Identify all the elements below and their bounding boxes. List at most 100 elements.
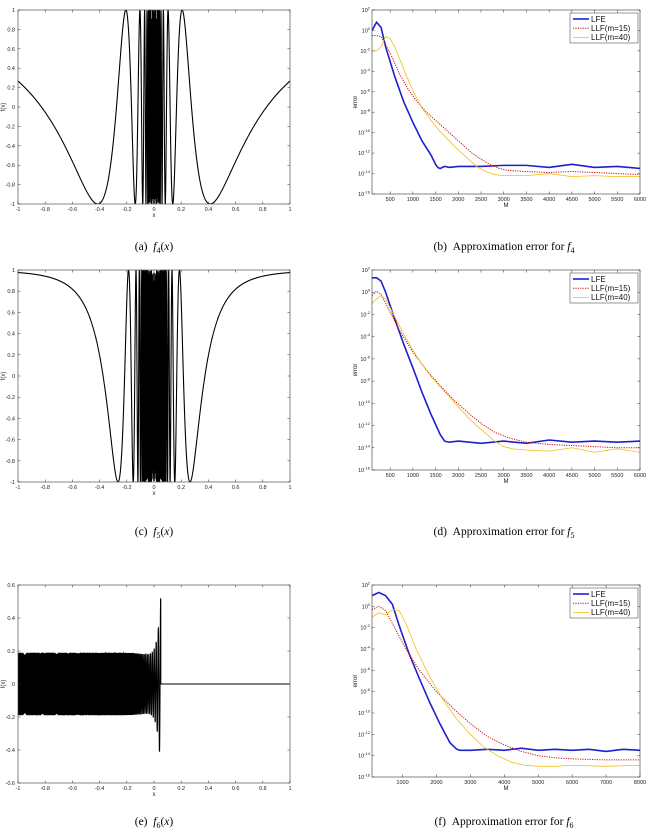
y-tick-label: 0.6: [7, 47, 15, 53]
series-line-f-0: [372, 591, 640, 753]
x-tick-label: 0.2: [177, 485, 185, 491]
x-tick-label: 3000: [464, 780, 476, 786]
y-tick-label: -0.8: [6, 459, 15, 465]
x-tick-label: 0: [152, 485, 155, 491]
y-tick-label: -0.4: [6, 144, 15, 150]
y-tick-label: -1: [10, 480, 15, 486]
x-tick-label: 1000: [407, 197, 419, 203]
y-tick-label: 0.4: [7, 616, 15, 622]
x-tick-label: 500: [386, 197, 395, 203]
x-tick-label: -1: [16, 207, 21, 213]
series-line-d-2: [372, 295, 640, 453]
y-tick-label: -0.6: [6, 438, 15, 444]
y-axis-label: error: [353, 96, 359, 109]
x-tick-label: -1: [16, 485, 21, 491]
x-tick-label: 0: [152, 207, 155, 213]
function-curve-c: [18, 270, 290, 482]
function-curve-e: [18, 598, 290, 752]
x-tick-label: 0.6: [232, 485, 240, 491]
legend-label: LLF(m=40): [591, 608, 631, 617]
y-tick-label: -0.4: [6, 748, 15, 754]
x-tick-label: 3500: [520, 197, 532, 203]
y-tick-label: 10-4: [360, 332, 370, 341]
x-tick-label: 1000: [407, 473, 419, 479]
y-tick-label: -0.4: [6, 416, 15, 422]
y-tick-label: -0.6: [6, 781, 15, 787]
series-line-b-0: [372, 20, 640, 170]
x-tick-label: 5000: [588, 197, 600, 203]
y-axis-label: error: [353, 364, 359, 377]
x-tick-label: -0.6: [68, 485, 77, 491]
y-axis-label: f(x): [1, 680, 7, 689]
panel-caption: (f) Approximation error for f6: [434, 816, 573, 830]
plot-frame: [371, 9, 641, 195]
x-tick-label: 3000: [498, 473, 510, 479]
y-axis-label: f(x): [1, 103, 7, 112]
x-tick-label: 5500: [611, 473, 623, 479]
x-axis-label: M: [504, 203, 509, 209]
y-tick-label: 10-12: [358, 421, 371, 430]
y-tick-label: 10-12: [358, 730, 371, 739]
panel-caption: (d) Approximation error for f5: [433, 526, 574, 540]
x-tick-label: 1: [288, 786, 291, 792]
y-tick-label: 100: [362, 26, 371, 35]
y-axis-label: f(x): [1, 372, 7, 381]
plot-frame: [371, 584, 641, 778]
y-tick-label: 10-10: [358, 128, 371, 137]
x-tick-label: 4500: [566, 473, 578, 479]
x-tick-label: 6000: [566, 780, 578, 786]
x-axis-label: x: [153, 491, 156, 497]
y-tick-label: 0.2: [7, 86, 15, 92]
y-tick-label: 10-14: [358, 443, 371, 452]
y-tick-label: 10-8: [360, 687, 370, 696]
x-axis-label: x: [153, 792, 156, 798]
y-tick-label: -0.2: [6, 715, 15, 721]
plot-frame: [371, 269, 641, 471]
x-tick-label: -0.4: [95, 786, 104, 792]
y-tick-label: 1: [12, 8, 15, 14]
y-tick-label: 10-4: [360, 645, 370, 654]
x-tick-label: -0.2: [122, 786, 131, 792]
chart-panel-d: 500 1000 1500 2000 2500 3000 3500 4000 4500 5000 5…: [353, 266, 646, 541]
y-tick-label: 10-6: [360, 666, 370, 675]
y-tick-label: 10-16: [358, 773, 371, 782]
x-tick-label: 1000: [396, 780, 408, 786]
y-tick-label: 0.2: [7, 353, 15, 359]
x-axis-label: x: [153, 213, 156, 219]
y-tick-label: -0.6: [6, 163, 15, 169]
y-tick-label: -1: [10, 202, 15, 208]
x-tick-label: 4500: [566, 197, 578, 203]
x-tick-label: 500: [386, 473, 395, 479]
x-tick-label: -0.8: [40, 485, 49, 491]
x-tick-label: 1500: [429, 473, 441, 479]
x-tick-label: 3500: [520, 473, 532, 479]
x-tick-label: 0.4: [205, 786, 213, 792]
y-tick-label: 10-2: [360, 623, 370, 632]
y-tick-label: 10-10: [358, 399, 371, 408]
x-tick-label: -0.8: [40, 786, 49, 792]
x-tick-label: 4000: [543, 197, 555, 203]
panel-caption: (a) f4(x): [135, 241, 174, 255]
x-tick-label: -0.8: [40, 207, 49, 213]
x-tick-label: 0.2: [177, 207, 185, 213]
y-tick-label: 10-8: [360, 108, 370, 117]
y-tick-label: 1: [12, 268, 15, 274]
x-tick-label: 1: [288, 207, 291, 213]
y-tick-label: 0.8: [7, 27, 15, 33]
series-line-f-1: [372, 605, 640, 761]
x-tick-label: 6000: [634, 473, 646, 479]
x-tick-label: 2500: [475, 197, 487, 203]
y-tick-label: 10-16: [358, 190, 371, 199]
chart-panel-c: -1 -0.8 -0.6 -0.4 -0.2 0 0.2 0.4 0.6 0.8 1 -1 -0.8 -0…: [1, 268, 292, 540]
y-tick-label: 10-4: [360, 67, 370, 76]
x-tick-label: -0.2: [122, 485, 131, 491]
x-tick-label: 7000: [600, 780, 612, 786]
series-line-d-1: [372, 290, 640, 449]
x-tick-label: 8000: [634, 780, 646, 786]
x-tick-label: 4000: [498, 780, 510, 786]
y-tick-label: 0.4: [7, 332, 15, 338]
y-tick-label: 102: [362, 6, 371, 15]
series-line-f-2: [372, 609, 640, 767]
x-axis-label: M: [504, 479, 509, 485]
x-tick-label: 0.8: [259, 485, 267, 491]
